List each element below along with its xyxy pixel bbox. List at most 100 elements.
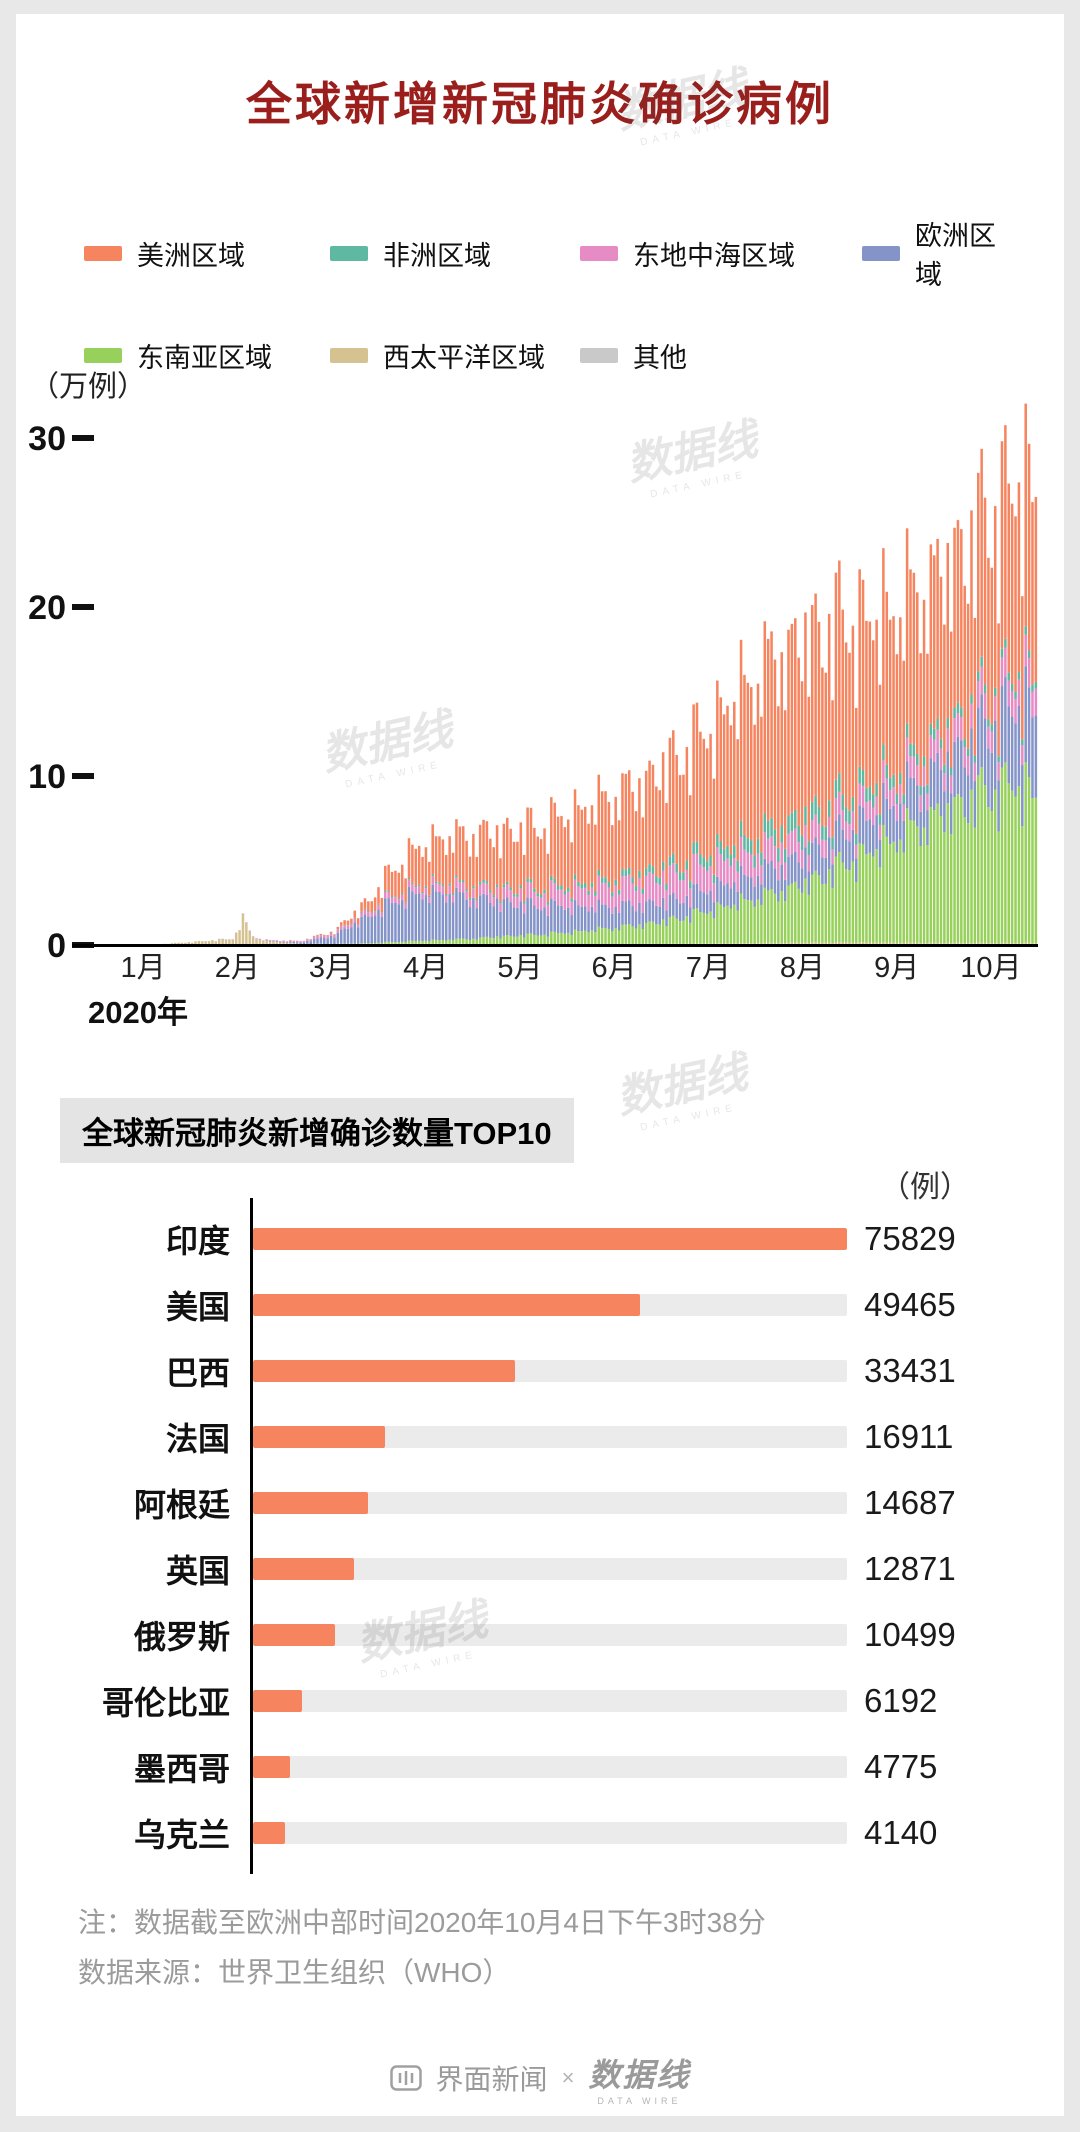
bar-segment <box>756 683 760 839</box>
bar-segment <box>800 850 804 869</box>
bar-segment <box>526 897 529 934</box>
bar-segment <box>1017 706 1021 787</box>
bar-segment <box>922 766 926 787</box>
bar-segment <box>543 934 546 945</box>
bar-segment <box>353 918 357 923</box>
bar-segment <box>834 820 838 857</box>
bar-segment <box>1031 684 1034 692</box>
bar-segment <box>895 820 899 853</box>
bar-segment <box>993 942 997 945</box>
bar-segment <box>1031 798 1034 944</box>
bar-segment <box>407 886 411 941</box>
bar-segment <box>834 798 838 821</box>
bar-segment <box>966 775 970 824</box>
bar-segment <box>309 941 312 945</box>
bar-segment <box>739 942 743 945</box>
bar-segment <box>604 883 607 905</box>
bar-segment <box>949 631 953 768</box>
bar-segment <box>824 826 828 841</box>
bar-segment <box>912 820 916 943</box>
legend-label: 西太平洋区域 <box>383 343 545 373</box>
bar-segment <box>492 906 495 939</box>
bar-segment <box>983 718 987 786</box>
bar-segment <box>871 856 875 943</box>
bar-segment <box>743 849 746 875</box>
bar-segment <box>1031 691 1034 718</box>
bar-segment <box>275 941 279 943</box>
bar-segment <box>390 897 394 903</box>
bar-segment <box>556 816 560 886</box>
bar-segment <box>285 941 289 943</box>
bar-segment <box>424 888 428 896</box>
bar-segment <box>726 845 729 859</box>
bar-segment <box>512 936 516 945</box>
bar-segment <box>1017 786 1021 943</box>
bar-segment <box>441 884 445 887</box>
bar-segment <box>668 894 672 918</box>
bar-segment <box>871 640 875 795</box>
bar-segment <box>783 710 787 849</box>
bar-segment <box>428 861 431 896</box>
bar-segment <box>441 894 445 941</box>
bar-segment <box>993 687 997 697</box>
bar-segment <box>899 942 902 945</box>
bar-segment <box>780 652 783 826</box>
bar-segment <box>827 800 831 817</box>
bar-segment <box>339 926 343 930</box>
bar-segment <box>987 807 990 944</box>
bar-segment <box>855 833 858 845</box>
bar-segment <box>678 921 682 944</box>
bar-segment <box>770 942 773 945</box>
bar-segment <box>997 762 1000 781</box>
bar-segment <box>472 834 475 887</box>
bar-segment <box>678 872 682 881</box>
bar-segment <box>485 881 489 884</box>
bar-segment <box>868 819 872 853</box>
bar-segment <box>963 767 966 817</box>
bar-segment <box>509 828 512 888</box>
bar-segment <box>905 942 909 945</box>
bar-segment <box>611 825 614 893</box>
bar-segment <box>339 943 343 945</box>
bar-segment <box>594 912 597 933</box>
bar-segment <box>709 733 712 856</box>
bar-segment <box>560 889 563 906</box>
bar-segment <box>1024 942 1027 945</box>
bar-segment <box>709 855 712 867</box>
bar-segment <box>695 702 699 842</box>
bar-segment <box>790 812 794 832</box>
bar-segment <box>909 820 912 943</box>
bar-segment <box>980 656 983 667</box>
bar-segment <box>621 869 624 876</box>
bar-segment <box>597 926 601 944</box>
bar-segment <box>306 939 309 941</box>
bar-segment <box>600 877 604 883</box>
bar-segment <box>550 797 553 876</box>
bar-segment <box>323 938 326 944</box>
bar-segment <box>814 942 817 945</box>
bar-segment <box>770 631 773 818</box>
bar-segment <box>336 929 340 933</box>
bar-segment <box>790 854 794 884</box>
bar-segment <box>434 891 438 941</box>
bar-segment <box>380 916 384 944</box>
bar-segment <box>1024 403 1027 627</box>
top10-row: 俄罗斯 10499 <box>60 1602 1020 1668</box>
bar-segment <box>1034 715 1038 798</box>
bar-segment <box>888 777 892 791</box>
bar-segment <box>678 775 682 873</box>
bar-segment <box>763 832 767 859</box>
bar-segment <box>417 940 421 944</box>
bar-segment <box>824 672 828 827</box>
bar-segment <box>512 894 516 897</box>
bar-segment <box>932 739 936 762</box>
bar-segment <box>587 823 590 891</box>
bar-segment <box>899 839 902 943</box>
bar-segment <box>766 838 770 864</box>
bar-segment <box>790 831 794 855</box>
bar-segment <box>983 942 987 945</box>
bar-segment <box>207 941 211 945</box>
bar-segment <box>980 666 983 695</box>
bar-segment <box>963 816 966 944</box>
bar-segment <box>1007 483 1011 673</box>
